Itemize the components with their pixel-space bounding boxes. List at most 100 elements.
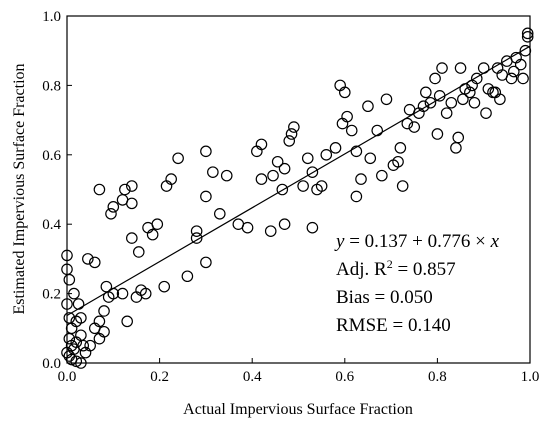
data-point — [126, 232, 138, 244]
data-point — [288, 121, 300, 133]
equation-annotation: y = 0.137 + 0.776 × x — [334, 231, 500, 252]
data-point — [100, 280, 113, 293]
data-point — [207, 166, 219, 178]
data-point — [61, 249, 73, 262]
axis-ticks: 0.0 0.2 0.4 0.6 0.8 1.0 0.0 0.2 0.4 0.6 0.8 1.0 — [42, 9, 539, 385]
data-point — [200, 190, 212, 203]
y-tick-label: 0.0 — [42, 356, 61, 372]
data-point — [278, 218, 291, 230]
data-point — [93, 183, 106, 196]
data-point — [376, 169, 388, 182]
data-point — [264, 225, 277, 237]
data-point — [241, 221, 254, 234]
data-point — [431, 128, 444, 140]
data-point — [82, 253, 94, 265]
data-point — [341, 110, 353, 123]
data-point — [338, 86, 351, 99]
y-axis-title: Estimated Impervious Surface Fraction — [11, 63, 28, 314]
data-point — [190, 225, 203, 237]
data-point — [98, 305, 110, 317]
data-point — [107, 201, 120, 213]
data-point — [380, 93, 393, 106]
data-point — [517, 72, 529, 85]
data-point — [320, 149, 333, 161]
data-point — [420, 86, 432, 99]
data-point — [276, 183, 289, 196]
data-point — [165, 173, 177, 185]
data-point — [440, 107, 453, 119]
data-point — [98, 325, 110, 338]
y-tick-label: 0.6 — [42, 148, 61, 164]
x-tick-label: 0.8 — [428, 369, 447, 385]
data-point — [401, 117, 414, 130]
data-point — [433, 90, 446, 102]
data-point — [514, 58, 527, 71]
data-point — [121, 315, 133, 328]
data-point — [146, 228, 159, 241]
data-point — [267, 169, 279, 182]
x-tick-label: 1.0 — [521, 369, 540, 385]
data-point — [116, 287, 129, 300]
plot-frame — [66, 15, 531, 364]
data-point — [408, 121, 421, 133]
data-point — [88, 256, 101, 269]
data-point — [452, 131, 465, 144]
data-point — [521, 31, 534, 43]
data-point — [200, 145, 212, 158]
y-tick-label: 0.4 — [42, 217, 61, 233]
data-point — [436, 62, 448, 74]
data-point — [345, 124, 358, 137]
data-point — [297, 180, 309, 192]
data-point — [132, 246, 145, 258]
y-tick-label: 1.0 — [42, 9, 61, 25]
data-point — [519, 44, 532, 57]
data-point — [278, 162, 291, 175]
data-point — [468, 96, 481, 109]
bias-annotation: Bias = 0.050 — [336, 287, 433, 308]
data-point — [63, 332, 76, 345]
data-point — [424, 96, 437, 109]
data-point — [350, 190, 363, 203]
data-point — [151, 218, 164, 230]
data-point — [72, 298, 85, 310]
data-point — [301, 152, 314, 165]
data-point — [93, 315, 106, 328]
data-point — [255, 138, 268, 151]
data-points — [61, 27, 534, 369]
data-point — [63, 273, 76, 286]
data-point — [181, 270, 194, 283]
data-point — [494, 93, 506, 106]
data-point — [521, 27, 534, 40]
data-point — [371, 124, 384, 137]
data-point — [75, 357, 87, 369]
data-point — [75, 312, 87, 324]
y-tick-label: 0.8 — [42, 78, 61, 94]
adj-r2-annotation: Adj. R2 = 0.857 — [336, 257, 456, 280]
x-axis-title: Actual Impervious Surface Fraction — [183, 401, 413, 418]
data-point — [255, 173, 268, 185]
data-point — [190, 232, 203, 244]
data-point — [350, 145, 363, 158]
data-point — [172, 152, 184, 165]
data-point — [364, 152, 377, 165]
data-point — [61, 298, 73, 310]
data-point — [306, 166, 319, 178]
data-point — [271, 155, 284, 168]
data-point — [158, 280, 171, 293]
x-tick-label: 0.0 — [58, 369, 77, 385]
data-point — [285, 128, 298, 140]
data-point — [429, 72, 441, 85]
data-point — [480, 107, 492, 119]
data-point — [362, 100, 374, 113]
x-tick-label: 0.2 — [150, 369, 169, 385]
data-point — [392, 155, 404, 168]
data-point — [417, 100, 430, 113]
data-point — [306, 221, 319, 234]
data-point — [450, 142, 462, 154]
data-point — [200, 256, 212, 269]
data-point — [464, 86, 476, 99]
data-point — [105, 207, 117, 220]
data-point — [470, 72, 483, 85]
regression-line — [66, 45, 531, 316]
